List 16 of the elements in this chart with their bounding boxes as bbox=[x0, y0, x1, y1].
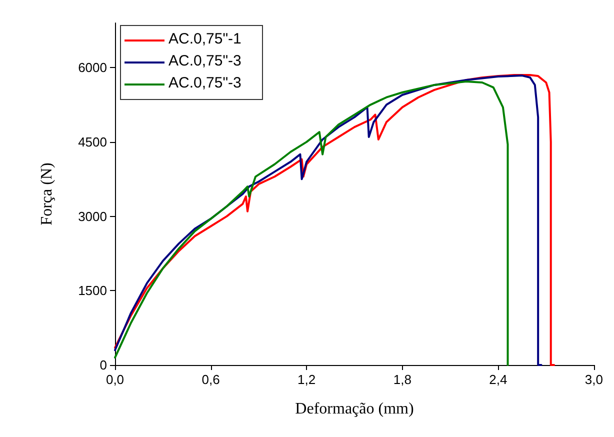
x-tick-label: 1,2 bbox=[298, 372, 316, 387]
x-tick-label: 3,0 bbox=[584, 372, 604, 387]
x-tick-label: 2,4 bbox=[489, 372, 508, 387]
x-tick-label: 0,6 bbox=[202, 372, 220, 387]
y-tick-label: 3000 bbox=[78, 208, 107, 224]
x-tick-label: 0,0 bbox=[106, 372, 124, 387]
y-tick-label: 6000 bbox=[78, 60, 107, 76]
legend-label: AC.0,75"-3 bbox=[168, 74, 242, 92]
x-tick-label: 1,8 bbox=[393, 372, 412, 387]
y-axis-title: Força (N) bbox=[38, 162, 56, 226]
legend-label: AC.0,75"-1 bbox=[168, 30, 242, 48]
y-tick-label: 0 bbox=[100, 358, 107, 372]
legend-label: AC.0,75"-3 bbox=[168, 52, 242, 70]
x-axis-title: Deformação (mm) bbox=[295, 400, 414, 418]
y-tick-label: 4500 bbox=[78, 134, 107, 150]
y-tick-label: 1500 bbox=[78, 283, 107, 298]
